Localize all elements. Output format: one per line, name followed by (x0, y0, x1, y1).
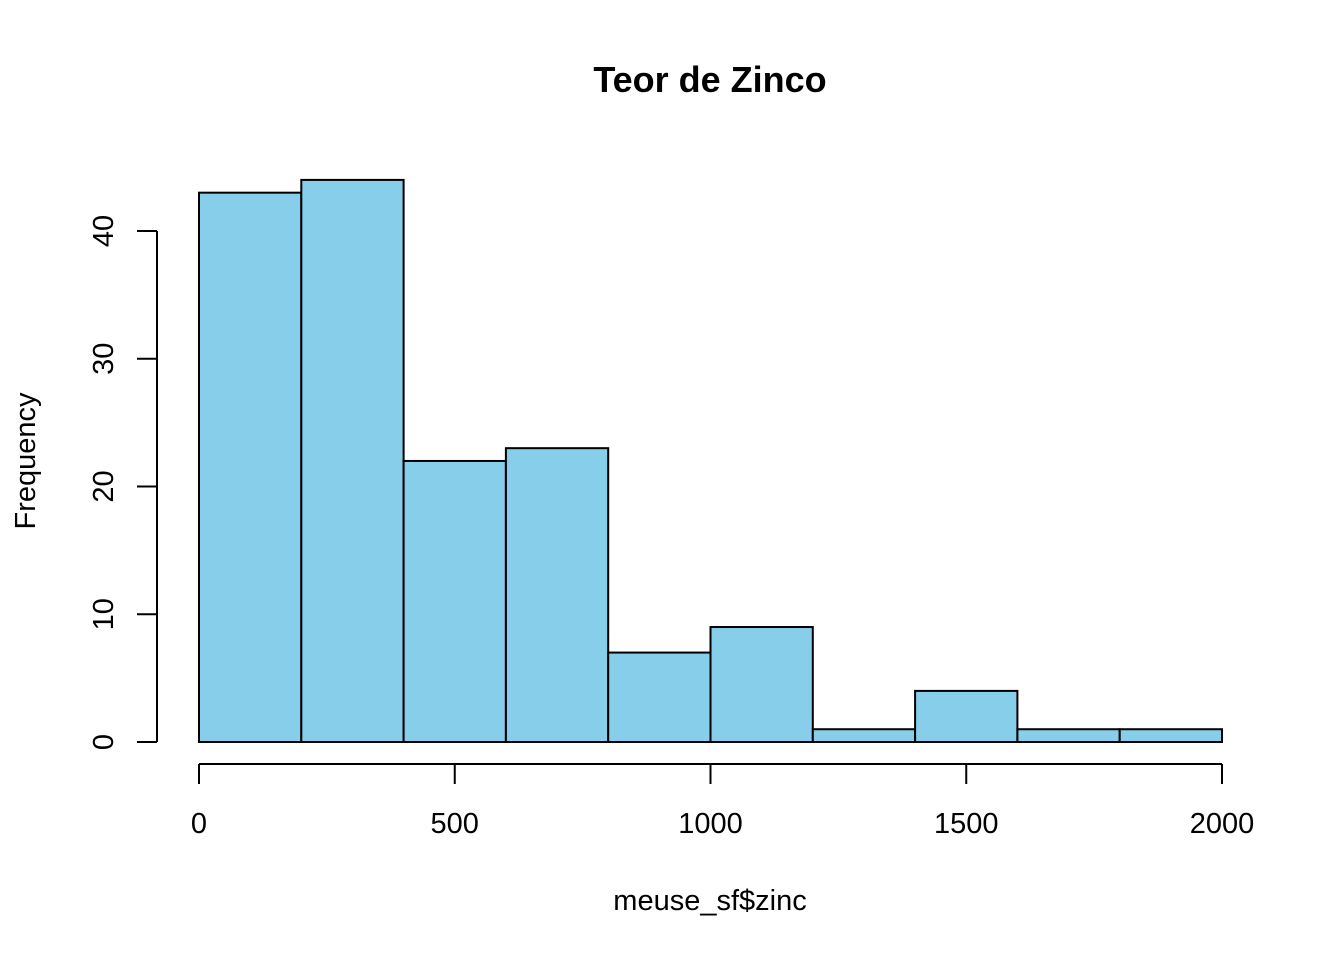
x-tick-label: 1000 (678, 808, 743, 840)
y-tick-label: 10 (88, 598, 120, 630)
y-tick-label: 0 (88, 734, 120, 750)
x-tick-label: 2000 (1190, 808, 1255, 840)
x-axis-label: meuse_sf$zinc (613, 885, 806, 917)
histogram-bar (811, 728, 917, 743)
y-axis: 0 10 20 30 40 (88, 215, 158, 750)
histogram-bar (402, 459, 507, 743)
histogram-bar (1118, 728, 1223, 743)
histogram-bar (607, 651, 712, 744)
histogram-bar (300, 178, 405, 743)
x-axis: 0 500 1000 1500 2000 (191, 763, 1255, 840)
y-tick-label: 20 (88, 470, 120, 502)
histogram-bar (914, 689, 1019, 744)
histogram-bar (709, 626, 814, 744)
histogram-bar (198, 191, 303, 744)
x-tick-label: 0 (191, 808, 207, 840)
y-axis-label: Frequency (10, 392, 42, 530)
chart-title: Teor de Zinco (593, 59, 826, 100)
y-tick-label: 30 (88, 343, 120, 375)
x-tick-label: 1500 (934, 808, 999, 840)
histogram-bar (504, 447, 610, 743)
bars-group (198, 178, 1223, 744)
x-tick-label: 500 (431, 808, 479, 840)
histogram-bar (1016, 728, 1121, 743)
y-tick-label: 40 (88, 215, 120, 247)
